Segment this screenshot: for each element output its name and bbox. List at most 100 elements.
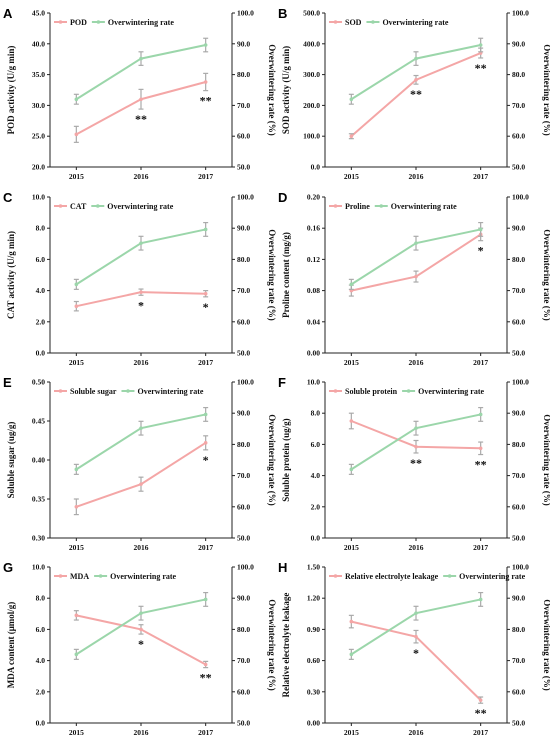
data-point <box>203 291 208 296</box>
data-point <box>349 419 354 423</box>
panel-a: A 20.0 25.0 30.0 35.0 40.0 45.0 50.0 60.0 70.0 80.… <box>3 6 277 181</box>
significance-mark: * <box>413 646 419 660</box>
legend-swatch-dot <box>98 574 103 578</box>
right-tick-label: 80.0 <box>237 255 250 264</box>
left-tick-label: 0.30 <box>307 687 320 696</box>
y-axis-label: Soluble sugar (ug/g) <box>6 422 16 499</box>
right-tick-label: 70.0 <box>512 656 525 665</box>
left-tick-label: 0.90 <box>307 625 320 634</box>
panel-letter: E <box>3 375 12 390</box>
data-point <box>139 482 143 486</box>
x-tick-label: 2016 <box>409 172 424 181</box>
significance-mark: ** <box>135 112 147 126</box>
left-tick-label: 40.0 <box>32 39 45 48</box>
legend-swatch-dot <box>126 389 130 393</box>
y-axis-label: Relative electrolyte leakage <box>281 593 291 698</box>
left-tick-label: 100.0 <box>303 132 320 141</box>
data-point <box>478 446 483 451</box>
left-tick-label: 25.0 <box>32 132 45 141</box>
right-tick-label: 80.0 <box>512 440 525 449</box>
significance-mark: ** <box>200 94 212 108</box>
right-tick-label: 50.0 <box>512 719 525 728</box>
left-tick-label: 0.00 <box>307 719 320 728</box>
data-point <box>478 412 483 417</box>
right-tick-label: 90.0 <box>237 39 250 48</box>
significance-mark: ** <box>475 706 487 720</box>
data-point <box>203 43 208 47</box>
left-tick-label: 500.0 <box>303 9 320 18</box>
left-tick-label: 4.0 <box>36 286 46 295</box>
left-tick-label: 10.0 <box>307 378 320 387</box>
left-tick-label: 0.0 <box>36 719 46 728</box>
left-tick-label: 10.0 <box>32 193 45 202</box>
legend-swatch-dot <box>333 389 338 393</box>
right-tick-label: 90.0 <box>512 224 525 233</box>
panel-letter: D <box>278 190 287 205</box>
significance-mark: * <box>138 298 144 312</box>
data-point <box>74 282 79 287</box>
right-tick-label: 50.0 <box>512 163 525 172</box>
right-tick-label: 50.0 <box>512 349 525 358</box>
y-axis-label: MDA content (μmol/g) <box>6 602 16 689</box>
right-tick-label: 80.0 <box>512 70 525 79</box>
significance-mark: * <box>478 244 484 258</box>
significance-mark: * <box>203 300 209 314</box>
left-tick-label: 4.0 <box>36 656 46 665</box>
legend-label: Overwintering rate <box>459 572 525 581</box>
left-tick-label: 0.35 <box>32 495 45 504</box>
legend-label: Soluble sugar <box>70 387 117 396</box>
legend-swatch-dot <box>379 204 384 208</box>
right-tick-label: 90.0 <box>237 224 250 233</box>
legend-label: MDA <box>70 572 89 581</box>
data-point <box>349 652 354 657</box>
significance-mark: ** <box>200 671 212 685</box>
left-tick-label: 6.0 <box>36 625 46 634</box>
panel-letter: C <box>3 190 13 205</box>
left-tick-label: 30.0 <box>32 101 45 110</box>
right-tick-label: 80.0 <box>512 625 525 634</box>
right-tick-label: 90.0 <box>512 594 525 603</box>
data-point <box>74 613 79 618</box>
data-point <box>139 611 143 615</box>
x-tick-label: 2015 <box>69 358 84 367</box>
panel-letter: H <box>278 560 287 575</box>
significance-mark: * <box>138 637 144 651</box>
y-axis-label: POD activity (U/g min) <box>6 46 16 135</box>
x-tick-label: 2016 <box>409 543 424 552</box>
left-tick-label: 0.0 <box>311 163 321 172</box>
data-point <box>74 97 79 102</box>
data-point <box>414 241 418 245</box>
y-axis-label: CAT activity (U/g min) <box>6 231 16 319</box>
left-tick-label: 4.0 <box>311 471 321 480</box>
legend-label: Overwintering rate <box>107 202 173 211</box>
right-tick-label: 100.0 <box>237 563 254 572</box>
left-tick-label: 0.0 <box>311 534 321 543</box>
x-tick-label: 2015 <box>344 543 359 552</box>
left-tick-label: 0.0 <box>36 349 46 358</box>
y2-axis-label: Overwintering rate (%) <box>542 229 550 320</box>
data-point <box>478 698 483 702</box>
right-tick-label: 90.0 <box>237 594 250 603</box>
left-tick-label: 0.04 <box>307 317 320 326</box>
panel-g: G 0.0 2.0 4.0 6.0 8.0 10.0 50.0 60.0 70.0 80.0 90.0… <box>3 560 277 737</box>
right-tick-label: 70.0 <box>512 471 525 480</box>
x-tick-label: 2016 <box>134 728 149 737</box>
legend-swatch-dot <box>58 574 63 578</box>
data-point <box>139 627 143 632</box>
legend-label: Overwintering rate <box>110 572 176 581</box>
data-point <box>414 78 418 82</box>
legend-swatch-dot <box>333 20 338 24</box>
legend-label: CAT <box>70 202 87 211</box>
legend-label: Overwintering rate <box>137 387 203 396</box>
legend-label: Proline <box>345 202 370 211</box>
y2-axis-label: Overwintering rate (%) <box>267 229 277 320</box>
x-tick-label: 2015 <box>344 172 359 181</box>
panel-f: F 0.0 2.0 4.0 6.0 8.0 10.0 50.0 60.0 70.0 80.0 90.0… <box>278 375 550 552</box>
y2-axis-label: Overwintering rate (%) <box>542 414 550 505</box>
legend-label: Overwintering rate <box>108 18 174 27</box>
left-tick-label: 200.0 <box>303 101 320 110</box>
right-tick-label: 70.0 <box>237 471 250 480</box>
legend-swatch-dot <box>333 204 338 208</box>
legend-label: POD <box>70 18 87 27</box>
legend-swatch-dot <box>58 204 63 208</box>
